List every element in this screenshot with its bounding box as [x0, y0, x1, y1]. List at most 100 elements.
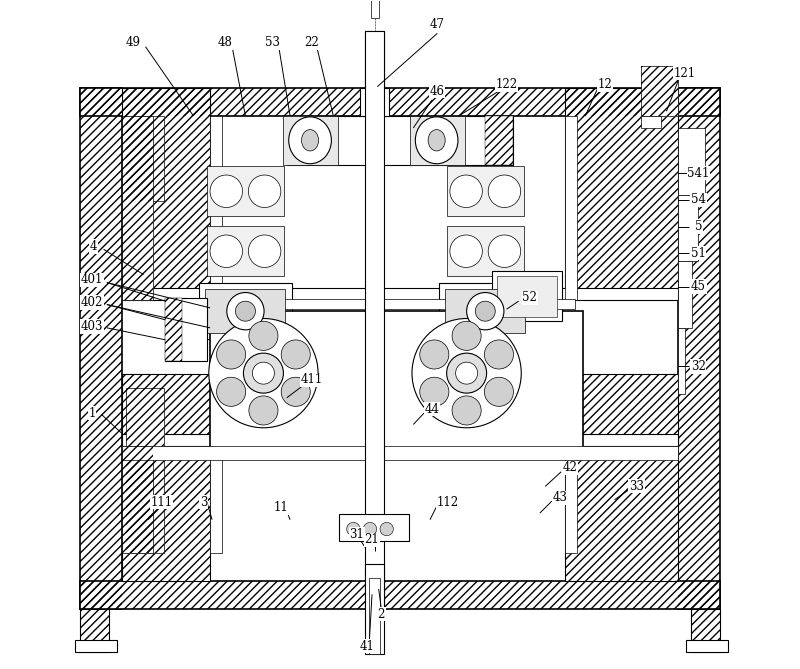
Text: 121: 121 — [674, 67, 696, 80]
Bar — [80, 581, 720, 609]
Circle shape — [217, 377, 246, 406]
Bar — [641, 66, 678, 116]
Circle shape — [456, 362, 478, 384]
Circle shape — [249, 396, 278, 425]
Bar — [410, 116, 465, 165]
Bar — [566, 375, 678, 581]
Circle shape — [446, 353, 486, 393]
Bar — [122, 116, 154, 300]
Bar — [207, 226, 284, 276]
Bar — [80, 609, 109, 652]
Bar — [80, 581, 720, 609]
Text: 12: 12 — [598, 78, 613, 91]
Bar — [222, 298, 574, 309]
Text: 44: 44 — [425, 403, 439, 415]
Circle shape — [281, 340, 310, 369]
Bar — [126, 116, 164, 201]
Bar — [122, 446, 154, 553]
Bar — [366, 31, 384, 88]
Bar — [566, 88, 678, 294]
Text: 53: 53 — [265, 36, 279, 50]
Bar — [122, 446, 678, 460]
Text: 403: 403 — [81, 320, 103, 333]
Circle shape — [450, 235, 482, 268]
Text: 42: 42 — [562, 461, 578, 474]
Circle shape — [217, 340, 246, 369]
Bar — [566, 446, 578, 553]
Bar — [80, 88, 122, 609]
Bar — [199, 282, 292, 339]
Bar — [678, 261, 692, 328]
Bar — [447, 226, 523, 276]
Bar — [492, 271, 562, 321]
Bar — [678, 195, 698, 261]
Bar — [691, 609, 720, 652]
Text: 411: 411 — [301, 373, 323, 386]
Circle shape — [210, 175, 242, 207]
Bar — [122, 88, 210, 294]
Bar — [366, 31, 384, 609]
Circle shape — [484, 340, 514, 369]
Ellipse shape — [415, 117, 458, 164]
Text: 49: 49 — [126, 36, 141, 50]
Bar — [75, 640, 117, 652]
Bar — [126, 116, 164, 201]
Bar — [122, 375, 210, 581]
Circle shape — [243, 353, 283, 393]
Bar — [126, 388, 164, 553]
Bar — [166, 298, 206, 361]
Ellipse shape — [428, 130, 445, 151]
Bar — [122, 446, 154, 553]
Bar — [691, 609, 720, 652]
Text: 41: 41 — [359, 640, 374, 653]
Bar — [438, 282, 532, 339]
Bar — [338, 514, 409, 541]
Bar — [360, 88, 390, 116]
Bar — [370, 577, 380, 654]
Bar — [366, 565, 384, 654]
Bar — [686, 640, 728, 652]
Bar — [166, 298, 182, 361]
Circle shape — [380, 522, 394, 536]
Circle shape — [488, 235, 521, 268]
Circle shape — [253, 362, 274, 384]
Circle shape — [363, 522, 377, 536]
Bar — [641, 116, 661, 128]
Text: 31: 31 — [350, 528, 364, 541]
Circle shape — [248, 175, 281, 207]
Circle shape — [488, 175, 521, 207]
Bar — [122, 88, 210, 294]
Text: 32: 32 — [691, 360, 706, 373]
Circle shape — [210, 235, 242, 268]
Bar — [566, 88, 678, 294]
Circle shape — [452, 396, 481, 425]
Bar — [80, 88, 720, 116]
Bar — [283, 116, 338, 165]
Text: 33: 33 — [629, 480, 644, 493]
Circle shape — [412, 318, 522, 427]
Bar — [122, 288, 678, 300]
Bar — [122, 116, 154, 300]
Bar — [80, 609, 109, 652]
Bar — [641, 66, 678, 116]
Circle shape — [475, 301, 495, 321]
Bar — [80, 88, 720, 116]
Bar — [210, 311, 583, 448]
Bar — [206, 289, 286, 332]
Circle shape — [484, 377, 514, 406]
Text: 11: 11 — [274, 501, 289, 514]
Text: 47: 47 — [430, 18, 445, 31]
Bar — [286, 116, 314, 165]
Circle shape — [420, 340, 449, 369]
Circle shape — [226, 292, 264, 330]
Text: 48: 48 — [218, 36, 233, 50]
Bar — [678, 88, 720, 609]
Text: 5: 5 — [694, 220, 702, 233]
Text: 21: 21 — [365, 533, 379, 546]
Text: 43: 43 — [552, 491, 567, 504]
Bar — [678, 128, 705, 195]
Bar — [678, 328, 685, 395]
Text: 2: 2 — [378, 608, 385, 621]
Bar — [446, 289, 526, 332]
Circle shape — [235, 301, 255, 321]
